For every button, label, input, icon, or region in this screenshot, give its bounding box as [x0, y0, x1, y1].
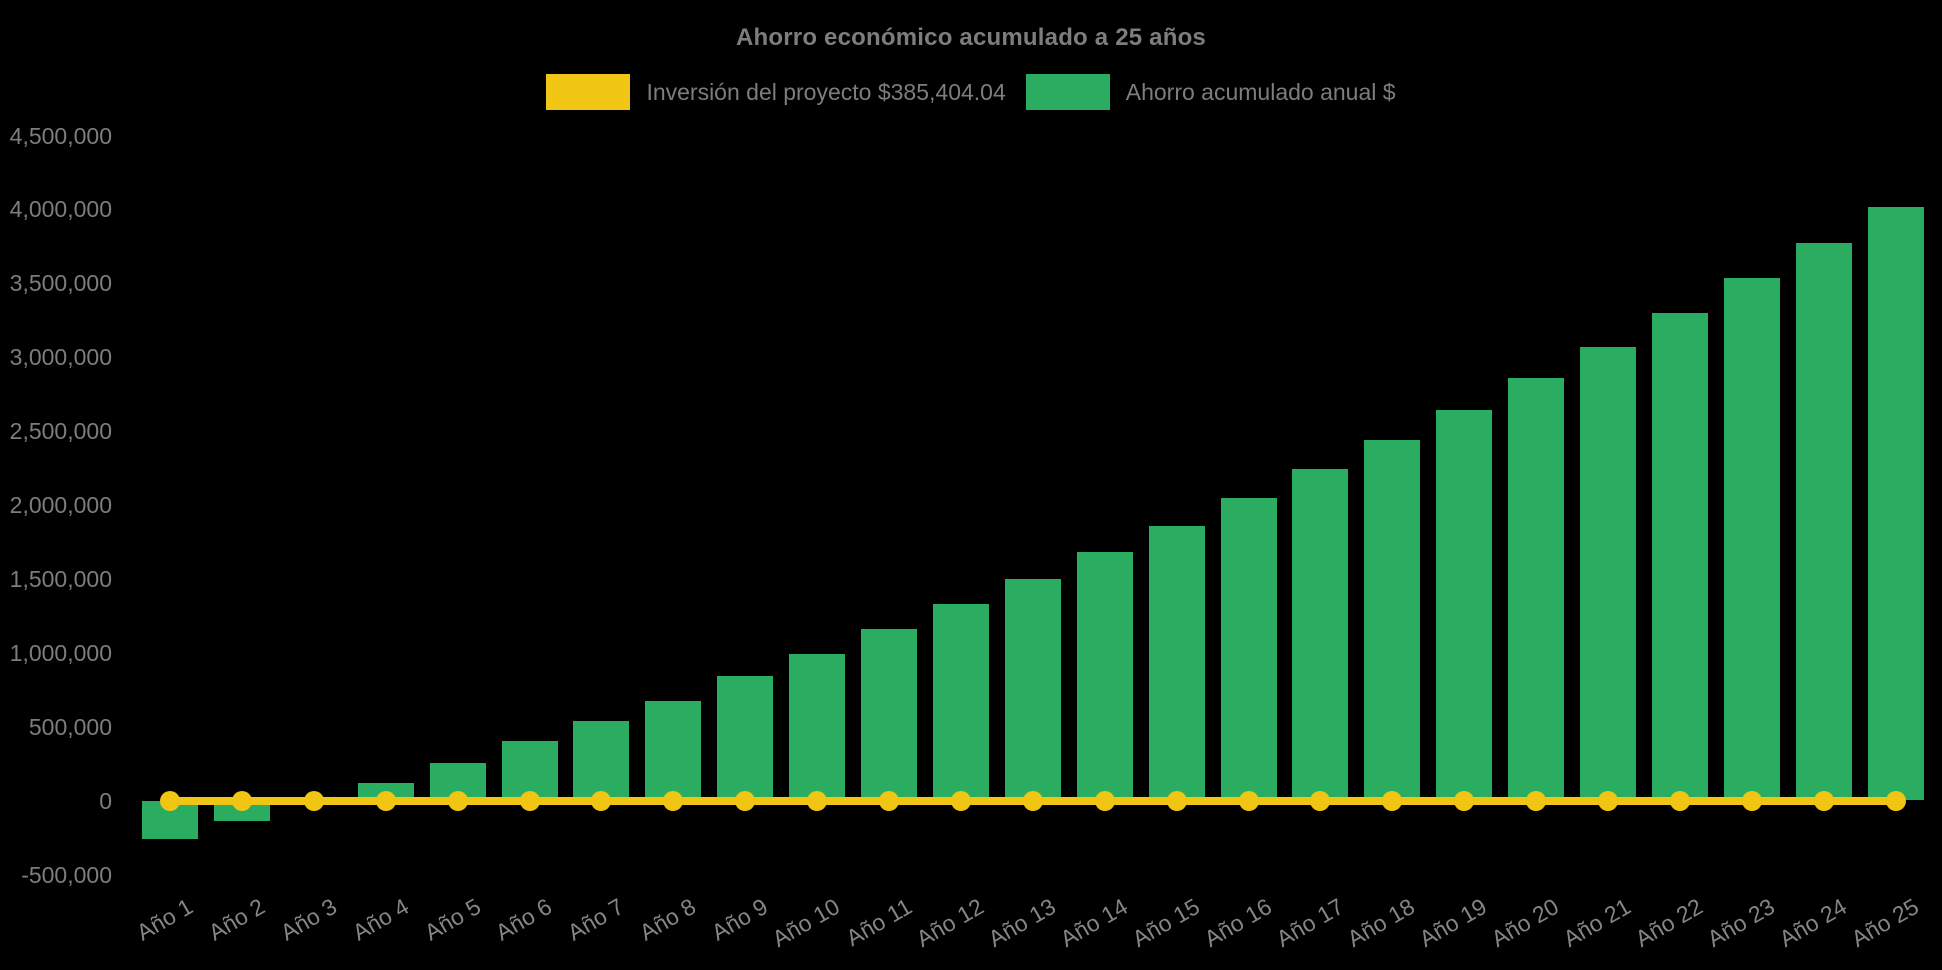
- investment-line-point: [1094, 790, 1115, 811]
- investment-line-point: [1310, 790, 1331, 811]
- investment-line-point: [1598, 790, 1618, 811]
- legend: Inversión del proyecto $385,404.04 Ahorr…: [0, 74, 1942, 110]
- bar-año-11: [861, 629, 917, 801]
- bar-año-15: [1148, 525, 1205, 801]
- investment-line-point: [879, 790, 899, 811]
- investment-line-point: [303, 790, 324, 811]
- investment-line-point: [663, 790, 684, 811]
- x-tick-label: Año 1: [131, 893, 197, 946]
- investment-line-point: [591, 790, 612, 811]
- investment-line-point: [1526, 790, 1547, 811]
- y-tick-label: 500,000: [28, 713, 112, 740]
- x-tick-label: Año 18: [1343, 893, 1420, 952]
- y-tick-label: 1,000,000: [9, 639, 112, 666]
- investment-line-point: [447, 790, 468, 811]
- y-tick-label: 2,000,000: [9, 492, 112, 518]
- x-tick-label: Año 20: [1486, 893, 1564, 952]
- investment-line-point: [1022, 790, 1043, 811]
- legend-item-savings[interactable]: Ahorro acumulado anual $: [1025, 74, 1396, 110]
- x-tick-label: Año 7: [563, 893, 629, 946]
- investment-line-point: [1813, 790, 1834, 811]
- investment-line-point: [519, 790, 540, 811]
- bar-año-23: [1723, 278, 1780, 801]
- x-tick-label: Año 4: [347, 893, 413, 946]
- chart-title: Ahorro económico acumulado a 25 años: [736, 24, 1206, 51]
- x-tick-label: Año 25: [1846, 893, 1923, 952]
- bar-año-25: [1867, 207, 1924, 801]
- x-tick-label: Año 2: [203, 893, 269, 946]
- investment-line-point: [1669, 790, 1690, 811]
- x-tick-label: Año 19: [1415, 893, 1492, 952]
- bar-año-7: [573, 721, 630, 801]
- legend-label-investment: Inversión del proyecto $385,404.04: [646, 78, 1006, 105]
- investment-line-point: [735, 790, 756, 811]
- investment-swatch-icon: [546, 74, 631, 110]
- x-tick-label: Año 12: [911, 893, 988, 952]
- bar-año-17: [1292, 469, 1349, 801]
- investment-line-point: [1238, 790, 1259, 811]
- legend-item-investment[interactable]: Inversión del proyecto $385,404.04: [546, 74, 1006, 110]
- bar-año-16: [1220, 497, 1277, 801]
- bar-año-13: [1004, 578, 1061, 801]
- bar-año-8: [645, 700, 702, 801]
- bar-año-18: [1364, 439, 1421, 801]
- x-tick-label: Año 3: [275, 893, 341, 946]
- x-tick-label: Año 11: [841, 893, 916, 952]
- bar-año-10: [789, 654, 846, 801]
- x-tick-label: Año 15: [1127, 893, 1204, 952]
- bar-año-19: [1436, 409, 1493, 801]
- bar-año-14: [1076, 552, 1133, 801]
- y-tick-label: 0: [99, 787, 112, 814]
- x-tick-label: Año 5: [419, 893, 485, 946]
- y-tick-label: 3,500,000: [9, 270, 112, 297]
- x-tick-label: Año 9: [707, 893, 773, 946]
- savings-swatch-icon: [1025, 74, 1110, 110]
- x-tick-label: Año 22: [1630, 893, 1707, 952]
- x-tick-label: Año 8: [635, 893, 701, 946]
- bar-año-22: [1651, 312, 1708, 801]
- legend-label-savings: Ahorro acumulado anual $: [1125, 78, 1396, 105]
- investment-line-point: [1741, 790, 1762, 811]
- x-tick-label: Año 6: [491, 893, 557, 946]
- x-tick-label: Año 21: [1558, 893, 1635, 952]
- y-tick-label: 2,500,000: [9, 418, 112, 445]
- x-tick-label: Año 13: [983, 893, 1060, 952]
- y-tick-label: 4,500,000: [9, 122, 112, 149]
- bar-año-21: [1580, 346, 1636, 801]
- y-tick-label: 4,000,000: [9, 196, 112, 223]
- investment-line-point: [375, 790, 396, 811]
- bar-año-9: [717, 676, 774, 801]
- investment-line-point: [160, 790, 180, 811]
- investment-line-point: [1885, 790, 1906, 811]
- investment-line-point: [807, 790, 828, 811]
- bar-año-20: [1508, 377, 1565, 801]
- investment-line-point: [1382, 790, 1403, 811]
- bar-año-12: [932, 603, 989, 801]
- x-tick-label: Año 17: [1271, 893, 1348, 952]
- investment-line-point: [231, 790, 252, 811]
- y-tick-label: -500,000: [21, 861, 112, 888]
- x-tick-label: Año 14: [1055, 893, 1132, 952]
- bar-año-2: [213, 800, 270, 822]
- investment-line-point: [1166, 790, 1187, 811]
- x-tick-label: Año 24: [1774, 893, 1851, 952]
- y-tick-label: 3,000,000: [9, 344, 112, 371]
- investment-line-point: [1454, 790, 1475, 811]
- investment-line-point: [950, 790, 971, 811]
- x-tick-label: Año 10: [767, 893, 845, 952]
- bar-año-24: [1795, 243, 1852, 801]
- x-tick-label: Año 16: [1199, 893, 1276, 952]
- x-tick-label: Año 23: [1702, 893, 1779, 952]
- y-tick-label: 1,500,000: [9, 565, 112, 592]
